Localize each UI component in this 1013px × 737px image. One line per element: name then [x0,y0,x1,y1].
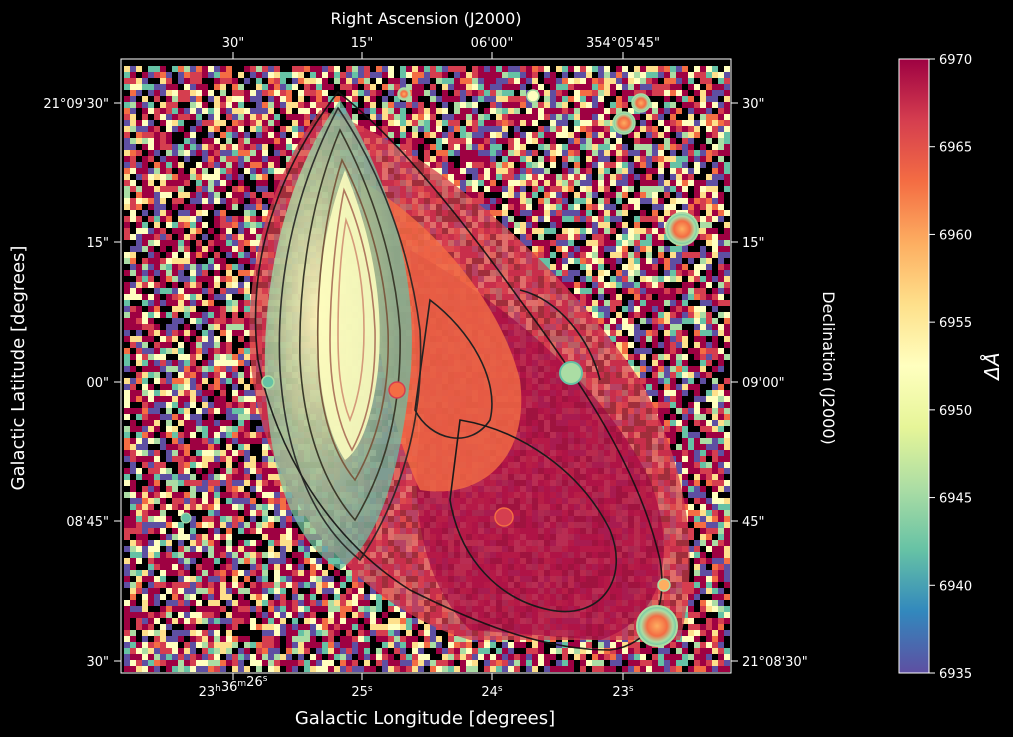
top-axis-label: Right Ascension (J2000) [331,9,522,28]
bottom-tick-label: 23h36m26s [199,674,268,700]
colorbar-tick-label: 6960 [939,228,972,243]
top-tick-label: 06'00" [471,36,514,51]
colorbar-ticks: 6935 6940 6945 6950 6955 6960 6965 6970 [929,53,972,682]
left-tick-label: 08'45" [66,515,109,530]
colorbar: 6935 6940 6945 6950 6955 6960 6965 6970 ΔÅ [898,53,1004,682]
bottom-tick-label: 25s [351,684,373,700]
left-tick-label: 00" [86,376,109,391]
right-tick-label: 45" [742,515,765,530]
colorbar-tick-label: 6935 [939,667,972,682]
top-tick-label: 354°05'45" [586,36,660,51]
top-tick-label: 15" [351,36,374,51]
left-tick-label: 30" [86,655,109,670]
left-tick-label: 21°09'30" [43,97,109,112]
plot-frame [120,58,732,674]
colorbar-tick-label: 6970 [939,53,972,68]
right-tick-label: 21°08'30" [742,655,808,670]
intensity-contours [254,90,663,651]
right-tick-label: 30" [742,97,765,112]
colorbar-tick-label: 6940 [939,579,972,594]
colorbar-label: ΔÅ [980,352,1004,381]
colorbar-tick-label: 6965 [939,141,972,156]
velocity-map-image [121,59,731,673]
bottom-tick-label: 24s [481,684,503,700]
field-stars [180,87,699,647]
left-axis-label: Galactic Latitude [degrees] [8,246,29,491]
right-tick-label: 15" [742,236,765,251]
bottom-tick-label: 23s [612,684,634,700]
colorbar-tick-label: 6945 [939,492,972,507]
left-tick-label: 15" [86,236,109,251]
colorbar-tick-label: 6950 [939,404,972,419]
axis-ticks: 30" 15" 06'00" 354°05'45" 23h36m26s 25s 24s 23s… [43,36,807,700]
right-tick-label: 09'00" [742,376,785,391]
colorbar-tick-label: 6955 [939,316,972,331]
right-axis-label: Declination (J2000) [819,291,838,444]
colorbar-gradient [898,58,930,674]
bottom-axis-label: Galactic Longitude [degrees] [295,708,555,729]
top-tick-label: 30" [222,36,245,51]
